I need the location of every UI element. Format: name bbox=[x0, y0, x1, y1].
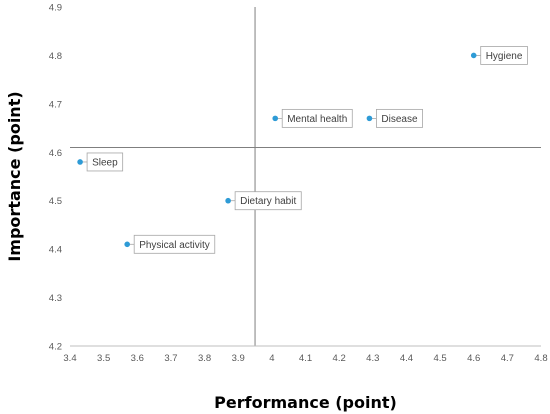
y-tick-label: 4.2 bbox=[49, 342, 62, 353]
data-point-group: Dietary habit bbox=[225, 191, 302, 211]
data-label: Sleep bbox=[92, 157, 118, 168]
x-tick-label: 3.5 bbox=[97, 353, 110, 364]
y-tick-label: 4.6 bbox=[49, 148, 62, 159]
x-tick-label: 3.8 bbox=[198, 353, 211, 364]
data-point-group: Sleep bbox=[77, 152, 124, 172]
data-point-group: Disease bbox=[366, 108, 423, 128]
data-point bbox=[124, 241, 130, 248]
y-tick-label: 4.3 bbox=[49, 293, 62, 304]
x-tick-label: 3.9 bbox=[232, 353, 245, 364]
data-point bbox=[366, 115, 373, 122]
data-point-group: Hygiene bbox=[470, 46, 528, 65]
x-tick-label: 3.7 bbox=[164, 353, 177, 364]
x-tick-label: 4.8 bbox=[534, 353, 547, 364]
data-label: Mental health bbox=[287, 114, 347, 125]
data-point bbox=[470, 52, 477, 59]
y-tick-label: 4.4 bbox=[49, 245, 62, 256]
y-tick-label: 4.9 bbox=[49, 3, 62, 14]
x-tick-label: 3.6 bbox=[131, 353, 144, 364]
data-label: Hygiene bbox=[486, 51, 523, 62]
x-tick-label: 3.4 bbox=[63, 353, 76, 364]
data-label: Disease bbox=[381, 114, 418, 125]
x-axis-title: Performance (point) bbox=[214, 393, 397, 412]
x-tick-label: 4 bbox=[269, 353, 274, 364]
data-point bbox=[272, 115, 279, 122]
data-label: Dietary habit bbox=[240, 196, 296, 207]
data-point-group: Mental health bbox=[272, 108, 353, 128]
y-axis-title: Importance (point) bbox=[5, 91, 24, 261]
x-tick-label: 4.5 bbox=[433, 353, 446, 364]
x-tick-labels: 3.4 3.5 3.6 3.7 3.8 3.9 4 4.1 4.2 4.3 4.4 4.5 4.6 4.7… bbox=[63, 353, 547, 364]
y-tick-labels: 4.2 4.3 4.4 4.5 4.6 4.7 4.8 4.9 bbox=[49, 3, 62, 353]
data-point bbox=[225, 197, 231, 204]
x-tick-label: 4.4 bbox=[400, 353, 413, 364]
y-tick-label: 4.5 bbox=[49, 196, 62, 207]
data-points: Hygiene Mental health Disease Sleep Dietary … bbox=[77, 46, 528, 254]
x-tick-label: 4.3 bbox=[366, 353, 379, 364]
x-tick-label: 4.7 bbox=[501, 353, 514, 364]
x-tick-label: 4.1 bbox=[299, 353, 312, 364]
x-tick-label: 4.2 bbox=[333, 353, 346, 364]
reference-lines bbox=[70, 7, 541, 346]
data-point bbox=[77, 159, 83, 165]
data-label: Physical activity bbox=[139, 240, 210, 251]
y-tick-label: 4.7 bbox=[49, 99, 62, 110]
x-tick-label: 4.6 bbox=[467, 353, 480, 364]
y-tick-label: 4.8 bbox=[49, 51, 62, 62]
data-point-group: Physical activity bbox=[124, 234, 216, 254]
